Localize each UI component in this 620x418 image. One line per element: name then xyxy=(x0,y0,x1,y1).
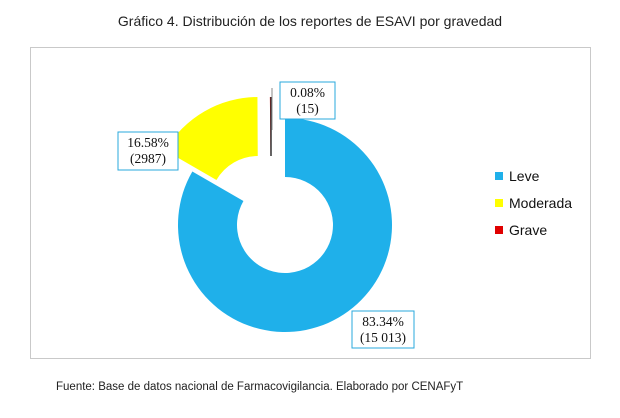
data-label-moderada-pct: 16.58% xyxy=(127,135,169,150)
data-label-leve-count: (15 013) xyxy=(360,330,406,345)
chart-frame xyxy=(30,47,591,359)
legend-item-grave: Grave xyxy=(495,222,547,238)
data-label-grave-pct: 0.08% xyxy=(290,85,325,100)
data-label-leve: 83.34%(15 013) xyxy=(351,310,415,349)
legend-item-moderada: Moderada xyxy=(495,195,572,211)
legend-label-grave: Grave xyxy=(509,222,547,238)
legend-swatch-moderada xyxy=(495,199,503,207)
slice-leve xyxy=(177,118,393,333)
slice-moderada xyxy=(165,97,258,180)
slices-group xyxy=(165,97,393,333)
data-label-leve-box xyxy=(351,310,415,349)
data-label-moderada-box xyxy=(117,131,179,171)
legend-swatch-leve xyxy=(495,172,503,180)
data-labels-group: 83.34%(15 013) 16.58%(2987) 0.08%(15) xyxy=(117,81,415,349)
data-label-moderada-count: (2987) xyxy=(130,151,166,166)
data-label-grave: 0.08%(15) xyxy=(279,81,336,120)
legend: Leve Moderada Grave xyxy=(495,168,572,238)
data-label-grave-box xyxy=(279,81,336,120)
legend-item-leve: Leve xyxy=(495,168,540,184)
source-note: Fuente: Base de datos nacional de Farmac… xyxy=(56,381,464,393)
legend-label-moderada: Moderada xyxy=(509,195,572,211)
legend-label-leve: Leve xyxy=(509,168,540,184)
data-label-grave-count: (15) xyxy=(296,101,319,116)
data-label-leve-pct: 83.34% xyxy=(362,314,404,329)
chart-title: Gráfico 4. Distribución de los reportes … xyxy=(117,13,503,29)
data-label-moderada: 16.58%(2987) xyxy=(117,131,179,171)
legend-swatch-grave xyxy=(495,226,503,234)
